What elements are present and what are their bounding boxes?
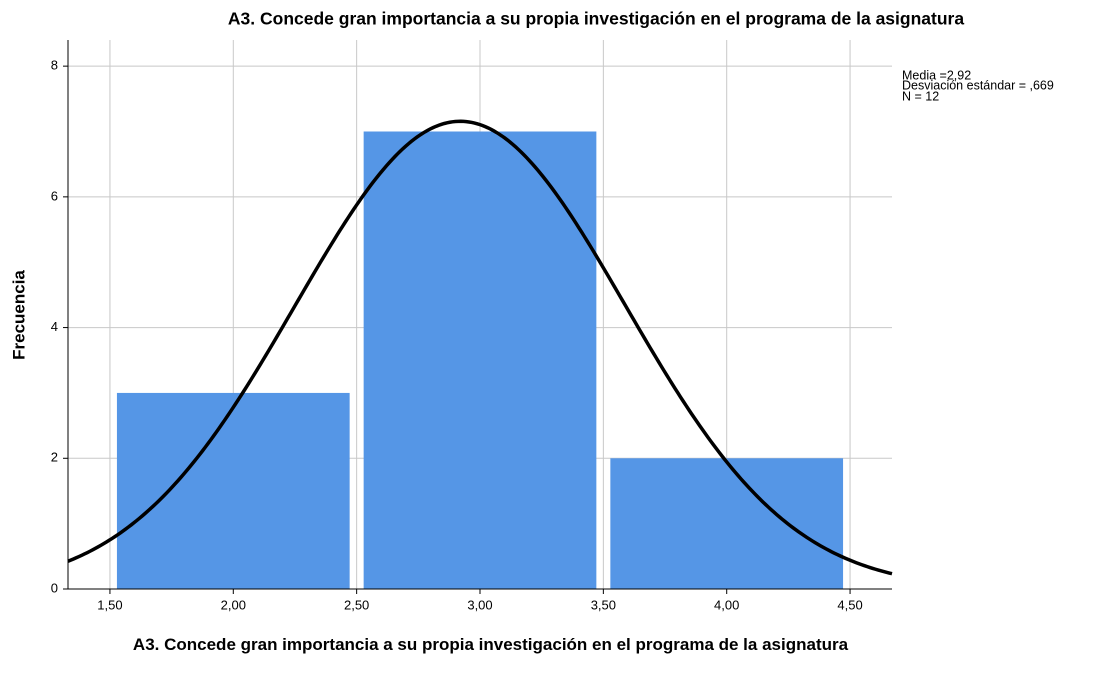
normal-curve (67, 119, 893, 576)
x-axis-label: A3. Concede gran importancia a su propia… (132, 635, 849, 654)
y-tick-label: 8 (51, 58, 58, 73)
stat-mean: Media =2,92 (902, 68, 971, 82)
y-tick-label: 2 (51, 450, 58, 465)
stat-n: N = 12 (902, 89, 939, 103)
x-tick-label: 4,50 (837, 597, 862, 612)
x-tick-label: 3,50 (591, 597, 616, 612)
stat-sd: Desviación estándar = ,669 (902, 78, 1054, 92)
chart-title: A3. Concede gran importancia a su propia… (228, 9, 964, 29)
y-tick-label: 6 (51, 188, 58, 203)
y-tick-label: 0 (51, 580, 58, 595)
x-tick-label: 3,00 (467, 597, 492, 612)
bar (363, 131, 597, 589)
y-tick-label: 4 (51, 319, 58, 334)
bar (610, 458, 844, 589)
x-tick-label: 4,00 (714, 597, 739, 612)
x-tick-label: 2,50 (344, 597, 369, 612)
y-axis-label: Frecuencia (9, 270, 28, 360)
x-tick-label: 1,50 (97, 597, 122, 612)
x-tick-label: 2,00 (221, 597, 246, 612)
bar (116, 392, 350, 589)
